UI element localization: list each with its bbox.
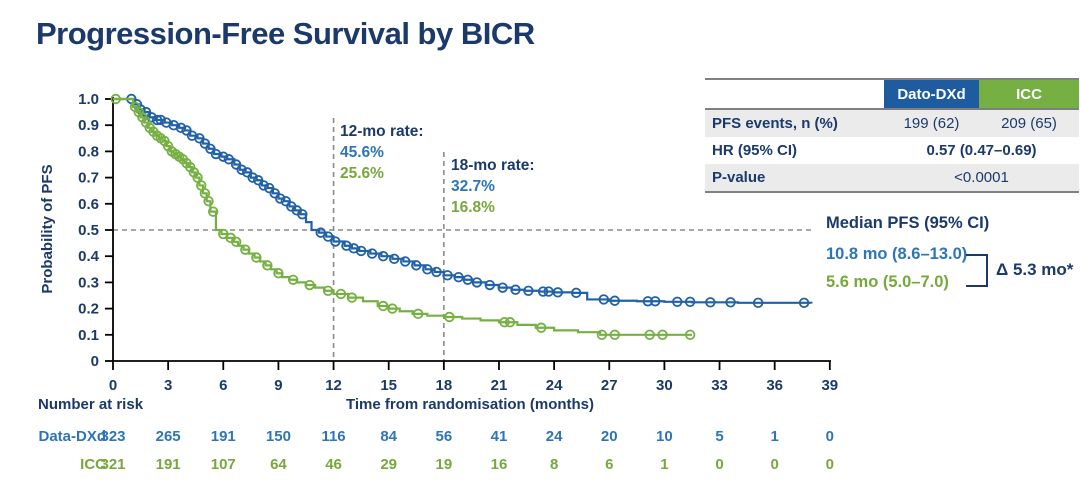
stats-table: Dato-DXd ICC PFS events, n (%) 199 (62) …	[705, 78, 1079, 193]
svg-text:64: 64	[270, 456, 287, 473]
pfs-events-label: PFS events, n (%)	[712, 115, 838, 132]
svg-text:27: 27	[601, 377, 618, 394]
svg-text:0.9: 0.9	[78, 117, 99, 134]
svg-text:0: 0	[826, 456, 834, 473]
median-pfs-icc-value: 5.6 mo (5.0–7.0)	[826, 273, 949, 291]
stats-table-header-row: Dato-DXd ICC	[705, 80, 1079, 110]
svg-text:29: 29	[380, 456, 397, 473]
rate-12mo-annotation: 12-mo rate: 45.6% 25.6%	[340, 121, 424, 184]
svg-text:15: 15	[380, 377, 397, 394]
svg-text:Number at risk: Number at risk	[38, 396, 144, 413]
pfs-events-dato-value: 199 (62)	[903, 115, 960, 132]
svg-text:10: 10	[656, 428, 673, 445]
svg-text:19: 19	[435, 456, 452, 473]
svg-text:0.1: 0.1	[78, 327, 99, 344]
svg-text:321: 321	[100, 456, 125, 473]
svg-text:0: 0	[771, 456, 779, 473]
pvalue-value: <0.0001	[954, 169, 1009, 186]
stats-table-header-icc: ICC	[979, 80, 1079, 108]
rate-18mo-icc-value: 16.8%	[451, 199, 495, 216]
svg-text:36: 36	[766, 377, 783, 394]
median-pfs-dato-value: 10.8 mo (8.6–13.0)	[826, 245, 968, 263]
svg-text:0: 0	[715, 456, 723, 473]
svg-text:0.6: 0.6	[78, 196, 99, 213]
delta-bracket	[966, 254, 988, 287]
svg-text:30: 30	[656, 377, 673, 394]
page-title: Progression-Free Survival by BICR	[36, 16, 535, 51]
hr-value: 0.57 (0.47–0.69)	[926, 142, 1037, 159]
svg-text:0.4: 0.4	[78, 248, 100, 265]
delta-median-label: Δ 5.3 mo*	[996, 260, 1074, 279]
svg-text:265: 265	[156, 428, 181, 445]
median-pfs-title: Median PFS (95% CI)	[826, 214, 990, 232]
svg-text:116: 116	[321, 428, 345, 445]
pfs-events-icc-value: 209 (65)	[1001, 115, 1057, 132]
svg-text:56: 56	[435, 428, 452, 445]
svg-text:1.0: 1.0	[78, 91, 99, 108]
svg-text:0.3: 0.3	[78, 274, 99, 291]
svg-text:8: 8	[550, 456, 558, 473]
svg-text:1: 1	[660, 456, 668, 473]
svg-text:6: 6	[219, 377, 227, 394]
svg-text:6: 6	[605, 456, 613, 473]
svg-text:24: 24	[546, 428, 563, 445]
svg-text:191: 191	[156, 456, 181, 473]
svg-text:107: 107	[211, 456, 236, 473]
rate-12mo-label: 12-mo rate:	[340, 123, 424, 140]
svg-text:21: 21	[491, 377, 508, 394]
svg-text:12: 12	[325, 377, 342, 394]
stats-row-pfs-events: PFS events, n (%) 199 (62) 209 (65)	[705, 110, 1079, 137]
svg-text:24: 24	[546, 377, 563, 394]
stats-table-header-dato: Dato-DXd	[884, 80, 979, 108]
svg-text:9: 9	[274, 377, 282, 394]
svg-text:3: 3	[164, 377, 172, 394]
svg-text:323: 323	[100, 428, 125, 445]
rate-18mo-annotation: 18-mo rate: 32.7% 16.8%	[451, 155, 535, 218]
svg-text:5: 5	[715, 428, 723, 445]
svg-text:84: 84	[380, 428, 397, 445]
svg-text:0: 0	[826, 428, 834, 445]
hr-label: HR (95% CI)	[712, 142, 798, 159]
svg-text:16: 16	[491, 456, 508, 473]
svg-text:41: 41	[491, 428, 508, 445]
svg-text:191: 191	[211, 428, 236, 445]
svg-text:46: 46	[325, 456, 342, 473]
pvalue-label: P-value	[712, 169, 766, 186]
svg-text:Time from randomisation (month: Time from randomisation (months)	[346, 396, 594, 413]
rate-12mo-dato-value: 45.6%	[340, 144, 384, 161]
svg-text:39: 39	[821, 377, 838, 394]
svg-text:150: 150	[266, 428, 291, 445]
svg-text:0.2: 0.2	[78, 301, 99, 318]
stats-row-hr: HR (95% CI) 0.57 (0.47–0.69)	[705, 137, 1079, 164]
svg-text:0: 0	[91, 353, 99, 370]
rate-12mo-icc-value: 25.6%	[340, 165, 384, 182]
svg-text:18: 18	[435, 377, 452, 394]
rate-18mo-dato-value: 32.7%	[451, 178, 495, 195]
svg-text:0.5: 0.5	[78, 222, 99, 239]
svg-text:0.7: 0.7	[78, 170, 99, 187]
svg-text:33: 33	[711, 377, 728, 394]
rate-18mo-label: 18-mo rate:	[451, 157, 535, 174]
svg-text:Probability of PFS: Probability of PFS	[39, 164, 56, 293]
svg-text:1: 1	[771, 428, 779, 445]
svg-text:ICC: ICC	[80, 456, 106, 473]
svg-text:20: 20	[601, 428, 618, 445]
stats-row-pvalue: P-value <0.0001	[705, 164, 1079, 191]
svg-text:Data-DXd: Data-DXd	[38, 428, 106, 445]
svg-text:0.8: 0.8	[78, 143, 99, 160]
svg-text:0: 0	[109, 377, 117, 394]
